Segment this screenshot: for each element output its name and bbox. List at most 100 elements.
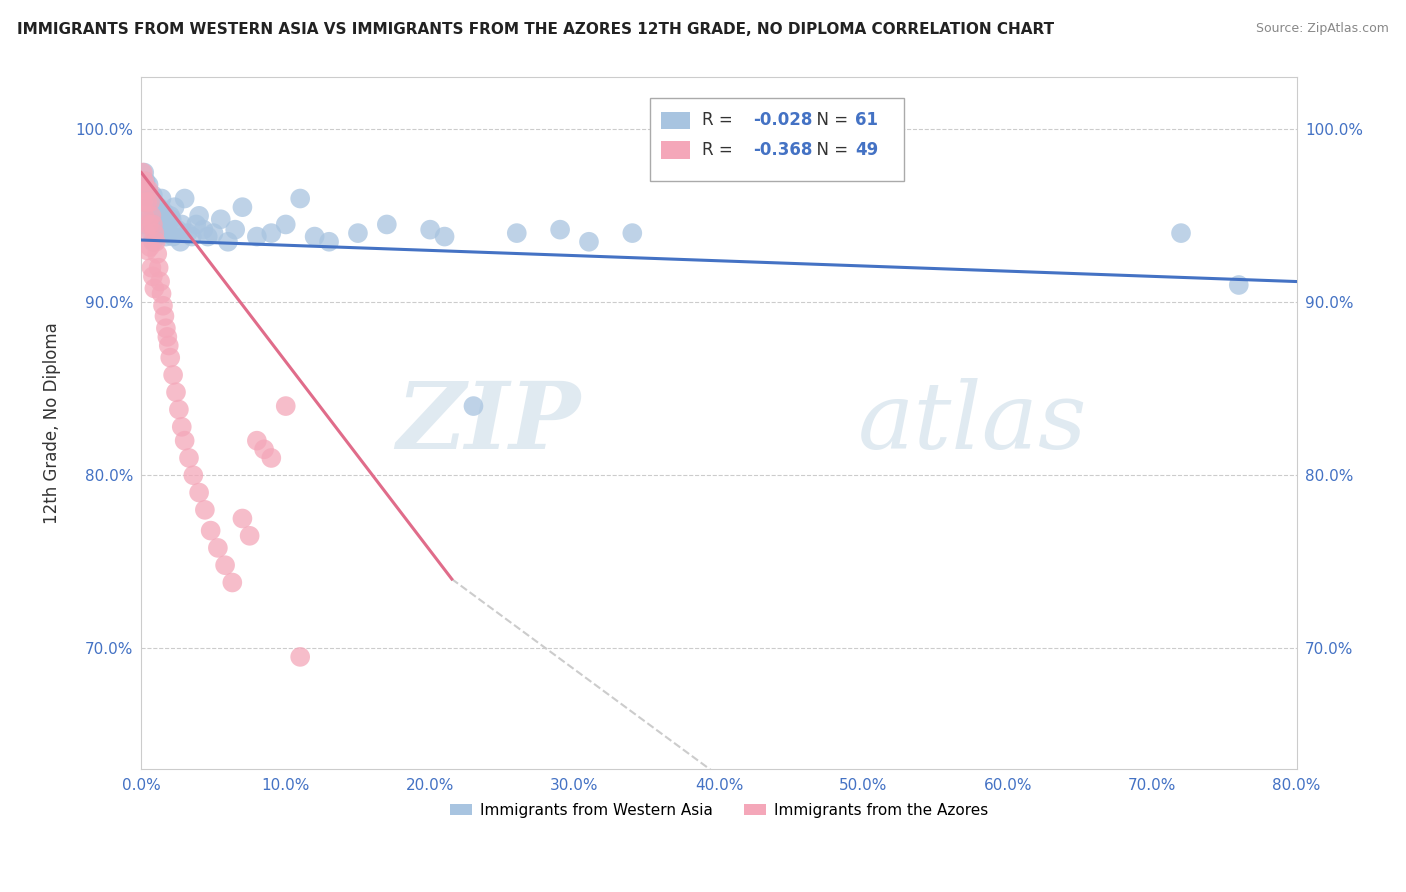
Point (146, 229, 169, 244)
Point (169, 235, 191, 249)
Point (132, 165, 155, 179)
Point (153, 309, 176, 323)
Point (290, 192, 312, 206)
Point (138, 183, 160, 197)
Point (136, 183, 159, 197)
Point (136, 194, 159, 209)
Point (156, 330, 179, 344)
Point (143, 205, 166, 219)
Point (246, 229, 269, 244)
Point (621, 226, 644, 240)
Point (152, 299, 174, 313)
Point (153, 205, 176, 219)
Point (202, 226, 225, 240)
Point (1170, 226, 1192, 240)
Point (419, 222, 441, 236)
Point (506, 226, 529, 240)
Point (173, 434, 195, 448)
Point (141, 200, 163, 214)
Point (246, 434, 269, 448)
Point (150, 192, 173, 206)
Text: R =: R = (702, 112, 738, 129)
Point (231, 511, 253, 525)
Point (142, 269, 165, 284)
Point (134, 165, 156, 179)
Point (274, 218, 297, 232)
Point (145, 212, 167, 227)
Point (176, 226, 198, 240)
Point (173, 192, 195, 206)
Point (143, 281, 166, 295)
Point (375, 218, 398, 232)
Y-axis label: 12th Grade, No Diploma: 12th Grade, No Diploma (44, 323, 60, 524)
Point (149, 275, 172, 289)
Text: -0.368: -0.368 (754, 141, 813, 159)
Point (194, 503, 217, 517)
Point (231, 200, 253, 214)
Point (149, 218, 172, 232)
Point (166, 222, 188, 236)
FancyBboxPatch shape (650, 98, 904, 181)
Point (142, 218, 165, 232)
Point (548, 222, 571, 236)
Point (134, 174, 156, 188)
Point (155, 229, 177, 244)
Point (167, 402, 190, 417)
Text: R =: R = (702, 141, 738, 159)
Point (142, 235, 165, 249)
Text: -0.028: -0.028 (754, 112, 813, 129)
Point (221, 575, 243, 590)
Point (141, 260, 163, 275)
Text: Source: ZipAtlas.com: Source: ZipAtlas.com (1256, 22, 1389, 36)
Legend: Immigrants from Western Asia, Immigrants from the Azores: Immigrants from Western Asia, Immigrants… (443, 797, 994, 824)
Point (142, 188, 165, 202)
Text: N =: N = (806, 141, 853, 159)
FancyBboxPatch shape (661, 112, 690, 129)
Point (347, 226, 370, 240)
Point (290, 649, 312, 664)
Point (135, 174, 157, 188)
Point (146, 247, 169, 261)
Point (157, 338, 180, 352)
Point (193, 222, 215, 236)
Point (139, 194, 162, 209)
Point (260, 226, 283, 240)
Point (207, 541, 229, 555)
Point (155, 321, 177, 335)
Point (134, 209, 156, 223)
Point (188, 485, 211, 500)
Point (165, 385, 187, 400)
Point (183, 468, 205, 483)
Point (200, 524, 222, 538)
Point (433, 229, 456, 244)
Point (148, 200, 170, 214)
Point (214, 558, 236, 573)
Point (253, 442, 276, 457)
Point (159, 351, 181, 365)
Text: ZIP: ZIP (396, 378, 581, 468)
Text: N =: N = (806, 112, 853, 129)
Point (135, 183, 157, 197)
Point (224, 222, 246, 236)
Point (578, 235, 600, 249)
Text: 49: 49 (855, 141, 879, 159)
Point (162, 229, 184, 244)
Point (163, 200, 186, 214)
Point (136, 209, 159, 223)
Point (197, 229, 219, 244)
Point (139, 240, 162, 254)
Point (152, 222, 174, 236)
Point (186, 218, 208, 232)
Point (318, 235, 340, 249)
Point (217, 235, 239, 249)
Point (138, 194, 160, 209)
Point (139, 218, 162, 232)
Point (143, 222, 166, 236)
Point (162, 368, 184, 382)
Point (143, 226, 166, 240)
FancyBboxPatch shape (661, 142, 690, 159)
Point (159, 209, 181, 223)
Point (136, 244, 159, 258)
Point (135, 226, 157, 240)
Point (274, 399, 297, 413)
